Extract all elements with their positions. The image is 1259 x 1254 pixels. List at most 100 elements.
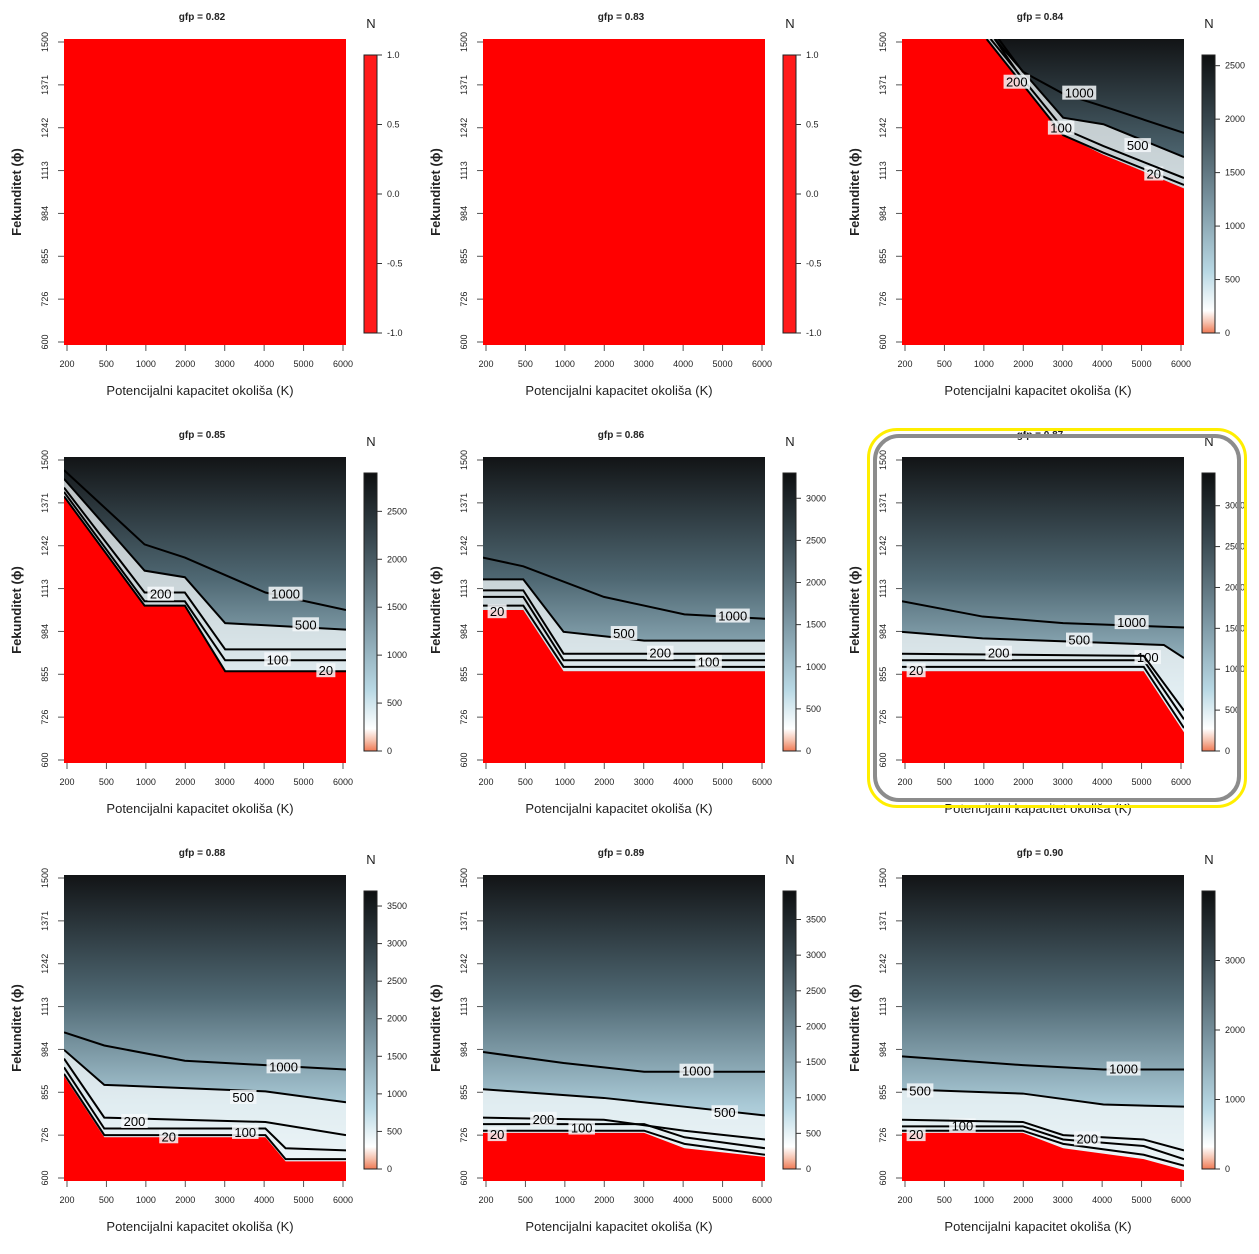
colorbar-tick-label: 1.0 (806, 50, 819, 60)
x-axis-label: Potencijalni kapacitet okoliša (K) (525, 801, 712, 816)
contour-label: 100 (1050, 121, 1072, 136)
y-tick-label: 1500 (878, 450, 888, 470)
x-tick-label: 6000 (333, 359, 353, 369)
contour-label-bg (610, 626, 638, 641)
colorbar-tick-label: 1000 (806, 662, 826, 672)
contour-label-bg (1003, 74, 1031, 89)
colorbar-tick-label: -0.5 (806, 259, 822, 269)
x-tick-label: 6000 (333, 777, 353, 787)
heatmap-panel: 20 100 200 500 1000 200 500 1000 2000 3000 4000 500… (419, 418, 838, 836)
y-tick-label: 1371 (40, 911, 50, 931)
contour-label: 1000 (718, 609, 747, 624)
x-tick-label: 2000 (1013, 1195, 1033, 1205)
y-tick-label: 1113 (40, 579, 50, 598)
contour-label-bg (487, 604, 507, 619)
contour-label-bg (147, 586, 174, 601)
x-tick-label: 5000 (1132, 1195, 1152, 1205)
x-tick-label: 2000 (1013, 359, 1033, 369)
contour-label-bg (1114, 615, 1149, 630)
contour-label-bg (1062, 85, 1097, 100)
y-tick-label: 984 (459, 1042, 469, 1057)
x-tick-label: 1000 (136, 359, 156, 369)
y-axis-label: Fekunditet (ϕ) (9, 984, 24, 1072)
colorbar-title: N (785, 852, 794, 867)
contour-line (64, 1066, 346, 1152)
colorbar (1201, 472, 1216, 752)
colorbar-tick-label: 1000 (1225, 1095, 1245, 1105)
y-tick-label: 1242 (878, 118, 888, 138)
x-tick-label: 1000 (555, 359, 575, 369)
y-tick-label: 1500 (459, 450, 469, 470)
x-tick-label: 500 (518, 777, 533, 787)
contour-line (902, 1118, 1184, 1152)
contour-label: 20 (909, 1127, 923, 1142)
contour-label: 200 (649, 646, 671, 661)
colorbar (363, 54, 378, 334)
y-tick-label: 600 (40, 752, 50, 767)
y-tick-label: 1242 (40, 536, 50, 556)
extinction-region (902, 39, 1184, 345)
contour-label: 20 (162, 1129, 176, 1144)
contour-label-bg (1047, 120, 1075, 135)
heatmap-panel: 200 500 1000 2000 3000 4000 5000 6000 600 726 855 9… (419, 0, 838, 418)
colorbar-title: N (366, 16, 375, 31)
colorbar-tick-label: 500 (806, 1128, 821, 1138)
y-tick-label: 1500 (459, 32, 469, 52)
contour-line (483, 1129, 765, 1156)
y-tick-label: 855 (459, 667, 469, 682)
x-tick-label: 200 (478, 359, 493, 369)
panel-svg: 200 500 1000 2000 3000 4000 5000 6000 600 726 855 9… (428, 12, 822, 398)
x-tick-label: 5000 (713, 1195, 733, 1205)
contour-label-bg (568, 1120, 595, 1135)
contour-label-bg (711, 1105, 738, 1120)
y-tick-label: 1113 (878, 997, 888, 1016)
y-tick-label: 1113 (459, 161, 469, 180)
colorbar-tick-label: 2000 (1225, 114, 1245, 124)
contour-label: 20 (1147, 167, 1161, 182)
extinction-region (902, 1132, 1184, 1181)
colorbar-tick-label: 0 (1225, 1164, 1230, 1174)
x-axis-label: Potencijalni kapacitet okoliša (K) (106, 1219, 293, 1234)
contour-label-bg (1066, 632, 1093, 647)
y-axis-label: Fekunditet (ϕ) (847, 984, 862, 1072)
colorbar-tick-label: 1000 (387, 1089, 407, 1099)
x-tick-label: 6000 (752, 359, 772, 369)
x-tick-label: 1000 (555, 1195, 575, 1205)
panel-svg: 20 100 200 500 1000 200 500 1000 2000 3000 4000 500… (428, 430, 826, 816)
x-tick-label: 200 (897, 1195, 912, 1205)
y-tick-label: 1242 (40, 954, 50, 974)
x-tick-label: 1000 (974, 1195, 994, 1205)
y-tick-label: 726 (40, 1128, 50, 1143)
extinction-region (483, 610, 765, 763)
y-tick-label: 1500 (878, 868, 888, 888)
colorbar-tick-label: 0 (806, 746, 811, 756)
contour-line (64, 1031, 346, 1071)
x-tick-label: 4000 (254, 359, 274, 369)
colorbar-tick-label: 2000 (1225, 1025, 1245, 1035)
colorbar-tick-label: 500 (387, 698, 402, 708)
y-tick-label: 726 (878, 1128, 888, 1143)
heatmap-panel: 20 100 200 500 1000 200 500 1000 2000 3000 4000 500… (0, 418, 419, 836)
y-tick-label: 855 (40, 249, 50, 264)
x-tick-label: 5000 (713, 359, 733, 369)
x-tick-label: 500 (518, 1195, 533, 1205)
y-tick-label: 984 (40, 206, 50, 221)
contour-label-bg (266, 1059, 301, 1074)
x-tick-label: 1000 (974, 777, 994, 787)
contour-label-bg (487, 1127, 507, 1142)
x-tick-label: 200 (897, 777, 912, 787)
colorbar-tick-label: 0.0 (806, 189, 819, 199)
heatmap-panel: 20 100 200 500 1000 200 500 1000 2000 3000 4000 500… (419, 836, 838, 1254)
x-tick-label: 5000 (713, 777, 733, 787)
colorbar-tick-label: 0.0 (387, 189, 400, 199)
colorbar-tick-label: 0 (387, 1164, 392, 1174)
colorbar-tick-label: 3500 (806, 915, 826, 925)
colorbar-tick-label: 3000 (1225, 956, 1245, 966)
colorbar-tick-label: 500 (806, 704, 821, 714)
panel-svg: 20 100 200 500 1000 200 500 1000 2000 3000 4000 500… (428, 848, 826, 1234)
x-tick-label: 6000 (752, 777, 772, 787)
x-axis-label: Potencijalni kapacitet okoliša (K) (944, 383, 1131, 398)
y-tick-label: 855 (878, 1085, 888, 1100)
heatmap-panel: 200 500 1000 2000 3000 4000 5000 6000 600 726 855 9… (0, 0, 419, 418)
